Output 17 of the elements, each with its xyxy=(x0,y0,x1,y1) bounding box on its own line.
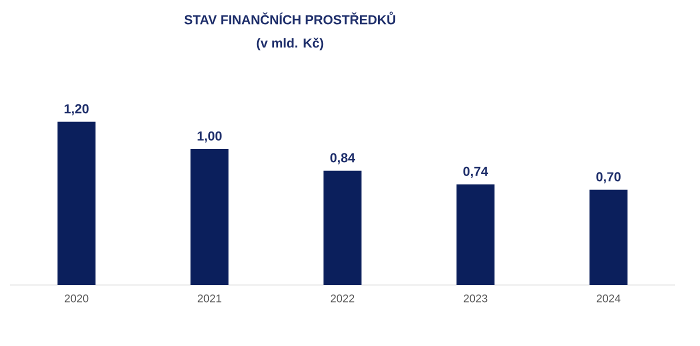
bar xyxy=(190,149,228,285)
x-tick-label: 2023 xyxy=(464,294,488,302)
data-label: 1,20 xyxy=(64,104,89,116)
data-label: 0,84 xyxy=(330,153,356,164)
bar xyxy=(456,184,494,285)
bar xyxy=(324,170,362,285)
data-label: 0,70 xyxy=(596,172,621,184)
chart-title: STAV FINANČNÍCH PROSTŘEDKŮ xyxy=(184,12,396,24)
bar xyxy=(590,190,628,285)
data-label: 0,74 xyxy=(463,166,488,178)
data-label: 1,00 xyxy=(198,131,222,142)
chart-subtitle: (v mld. Kč) xyxy=(256,38,324,50)
bar xyxy=(58,122,96,285)
x-tick-label: 2024 xyxy=(596,294,620,302)
x-tick-label: 2020 xyxy=(64,294,88,302)
x-tick-label: 2021 xyxy=(198,294,222,302)
x-tick-label: 2022 xyxy=(330,294,354,302)
